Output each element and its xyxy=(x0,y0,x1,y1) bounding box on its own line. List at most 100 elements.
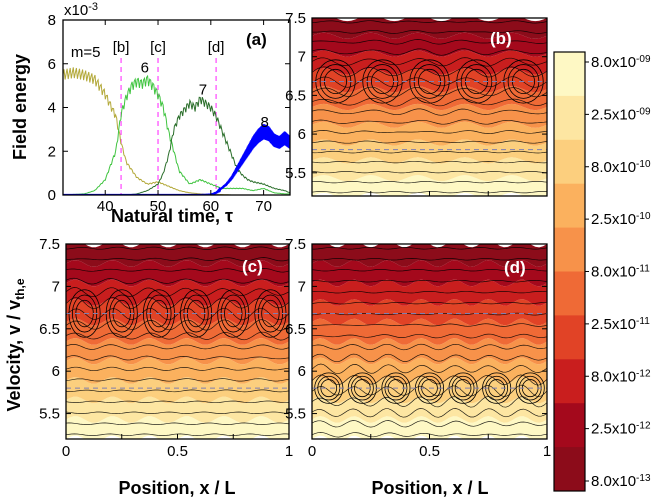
heat-band xyxy=(66,357,289,384)
colorbar-label: 2.5x10-09 xyxy=(591,106,651,123)
a-xtick-label: 50 xyxy=(150,198,167,215)
ytick-label: 6 xyxy=(52,363,60,380)
ytick-label: 5.5 xyxy=(285,406,306,423)
island-contour xyxy=(320,379,338,398)
contour-line xyxy=(66,246,289,250)
ytick-label: 7 xyxy=(298,49,306,66)
series-m8-band xyxy=(200,124,290,195)
contour-line xyxy=(312,39,547,45)
heat-band xyxy=(312,68,547,93)
colorbar-label: 2.5x10-12 xyxy=(591,421,651,438)
colorbar-label: 8.0x10-12 xyxy=(591,368,651,385)
contour-line xyxy=(66,355,289,361)
colorbar-label: 8.0x10-09 xyxy=(591,54,651,71)
contour-line xyxy=(66,366,289,372)
heat-band xyxy=(66,416,289,439)
island-contour xyxy=(261,299,280,328)
heat-band xyxy=(66,244,289,267)
colorbar-label: 8.0x10-13 xyxy=(591,473,651,490)
heat-band xyxy=(66,260,289,287)
contour-line xyxy=(312,20,547,24)
island-contour xyxy=(381,372,411,404)
contour-line xyxy=(66,378,289,382)
panel-c-ylabel: Velocity, v / vth,e xyxy=(4,278,27,411)
heat-band xyxy=(66,318,289,345)
xtick-label: 0 xyxy=(62,443,70,460)
heat-band xyxy=(312,299,547,326)
heat-band xyxy=(312,244,547,267)
contour-line xyxy=(312,323,547,327)
ytick-label: 7 xyxy=(52,278,60,295)
contour-line xyxy=(312,66,547,78)
island-contour xyxy=(515,372,545,404)
colorbar-band xyxy=(554,227,585,272)
heat-band xyxy=(312,357,547,384)
contour-line xyxy=(312,140,547,144)
contour-line xyxy=(312,247,547,250)
ytick-label: 7.5 xyxy=(285,236,306,253)
contour-line xyxy=(312,170,547,174)
ytick-label: 6.5 xyxy=(285,321,306,338)
mode-label: m=5 xyxy=(71,44,101,61)
contour-line xyxy=(312,86,547,98)
marker-label: [c] xyxy=(150,39,166,56)
contour-line xyxy=(66,331,289,341)
xtick-label: 0.5 xyxy=(167,443,188,460)
heat-band xyxy=(312,139,547,164)
contour-line xyxy=(312,290,547,294)
contour-line xyxy=(312,396,547,408)
a-ytick-label: 4 xyxy=(48,100,56,117)
heat-band xyxy=(66,279,289,306)
panel-a-label: (a) xyxy=(246,30,267,49)
panel-a-ylabel: Field energy xyxy=(10,54,30,160)
panel-a-xlabel: Natural time, τ xyxy=(111,206,233,226)
colorbar-band xyxy=(554,271,585,316)
a-ytick-label: 2 xyxy=(48,143,56,160)
colorbar-band xyxy=(554,95,585,141)
colorbar-band xyxy=(554,315,585,360)
contour-line xyxy=(66,277,289,285)
heat-band xyxy=(66,396,289,423)
a-xtick-label: 40 xyxy=(97,198,114,215)
panel-c-label: (c) xyxy=(242,257,263,276)
heat-band xyxy=(66,338,289,365)
contour-line xyxy=(312,57,547,67)
heat-band xyxy=(66,299,289,326)
contour-line xyxy=(312,119,547,125)
xtick-label: 1 xyxy=(285,443,293,460)
a-ytick-label: 6 xyxy=(48,56,56,73)
panel-d-phase-space: 5.5 6 6.5 7 7.5 0 0.5 1 (d) Position, x / L xyxy=(285,236,551,498)
heat-band xyxy=(312,32,547,57)
colorbar-band xyxy=(554,403,585,448)
ytick-label: 7.5 xyxy=(39,236,60,253)
contour-line xyxy=(66,268,289,273)
contour-line xyxy=(312,150,547,154)
panel-a-exponent: x10-3 xyxy=(64,1,98,19)
ytick-label: 5.5 xyxy=(285,165,306,182)
contour-line xyxy=(66,389,289,393)
contour-line xyxy=(312,258,547,261)
colorbar-band xyxy=(554,359,585,404)
colorbar: 8.0x10-09 2.5x10-09 8.0x10-10 2.5x10-10 8.0x… xyxy=(553,51,651,492)
contour-line xyxy=(312,130,547,134)
contour-line xyxy=(312,279,547,283)
colorbar-label: 8.0x10-10 xyxy=(591,159,651,176)
series-m7 xyxy=(63,96,290,195)
contour-line xyxy=(312,97,547,107)
contour-line xyxy=(312,180,547,184)
heat-band xyxy=(66,377,289,404)
contour-line xyxy=(66,287,289,298)
contour-line xyxy=(312,333,547,339)
contour-line xyxy=(312,374,547,386)
heat-band xyxy=(312,157,547,182)
colorbar-label: 2.5x10-11 xyxy=(591,316,650,333)
marker-label: [d] xyxy=(208,39,225,56)
xtick-label: 0 xyxy=(308,443,316,460)
colorbar-band xyxy=(554,52,585,97)
contour-line xyxy=(66,297,289,310)
heat-band xyxy=(312,18,547,39)
ytick-label: 6 xyxy=(298,126,306,143)
contour-line xyxy=(312,160,547,164)
contour-line xyxy=(66,400,289,404)
ytick-label: 6.5 xyxy=(285,87,306,104)
